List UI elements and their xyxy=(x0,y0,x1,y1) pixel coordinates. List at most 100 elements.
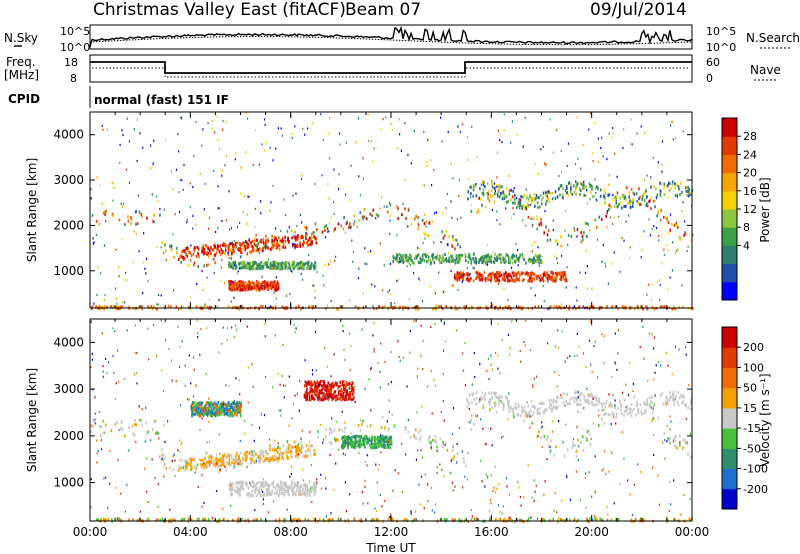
radar-cell xyxy=(456,255,459,259)
radar-cell xyxy=(282,457,285,461)
radar-cell xyxy=(96,305,99,309)
radar-cell xyxy=(651,283,653,286)
radar-cell xyxy=(671,223,673,227)
radar-cell xyxy=(178,190,180,194)
radar-cell xyxy=(643,178,645,182)
radar-cell xyxy=(277,456,279,460)
radar-cell xyxy=(554,279,557,283)
radar-cell xyxy=(688,191,690,195)
radar-cell xyxy=(217,405,219,409)
radar-cell xyxy=(620,408,622,412)
radar-cell xyxy=(482,278,484,282)
radar-cell xyxy=(262,493,264,497)
radar-cell xyxy=(156,307,158,311)
radar-cell xyxy=(574,163,577,166)
radar-cell xyxy=(526,271,528,275)
colorbar-swatch xyxy=(722,118,737,137)
radar-cell xyxy=(405,518,408,522)
radar-cell xyxy=(244,244,247,248)
radar-cell xyxy=(607,282,609,285)
radar-cell xyxy=(323,396,325,400)
radar-cell xyxy=(214,457,217,461)
radar-cell xyxy=(186,462,188,465)
radar-cell xyxy=(244,248,246,252)
radar-cell xyxy=(308,381,310,385)
radar-cell xyxy=(594,186,597,190)
radar-cell xyxy=(240,461,243,465)
radar-cell xyxy=(662,402,665,406)
radar-cell xyxy=(300,266,303,269)
radar-cell xyxy=(250,244,253,248)
radar-cell xyxy=(159,213,161,217)
radar-cell xyxy=(330,216,332,219)
radar-cell xyxy=(542,279,545,283)
radar-cell xyxy=(533,256,535,260)
radar-cell xyxy=(397,147,399,150)
radar-cell xyxy=(269,209,271,212)
radar-cell xyxy=(586,518,589,521)
radar-cell xyxy=(256,494,258,498)
radar-cell xyxy=(306,454,309,458)
radar-cell xyxy=(329,387,331,391)
radar-cell xyxy=(128,426,130,430)
radar-cell xyxy=(217,185,219,188)
radar-cell xyxy=(260,200,262,203)
radar-cell xyxy=(240,304,243,308)
radar-cell xyxy=(334,383,336,387)
radar-cell xyxy=(639,517,642,521)
radar-cell xyxy=(421,218,424,222)
radar-cell xyxy=(531,250,533,253)
radar-cell xyxy=(257,280,259,284)
radar-cell xyxy=(657,416,660,420)
radar-cell xyxy=(275,457,278,461)
radar-cell xyxy=(657,211,659,215)
radar-cell xyxy=(201,250,204,254)
radar-cell xyxy=(517,264,519,267)
radar-cell xyxy=(262,454,265,458)
radar-cell xyxy=(310,394,313,398)
radar-cell xyxy=(189,258,192,262)
radar-cell xyxy=(232,287,234,291)
radar-cell xyxy=(493,200,495,204)
radar-cell xyxy=(630,187,633,191)
radar-cell xyxy=(305,236,307,240)
radar-cell xyxy=(238,457,240,461)
radar-cell xyxy=(454,276,456,279)
radar-cell xyxy=(308,242,310,246)
radar-cell xyxy=(656,214,658,218)
radar-cell xyxy=(545,194,547,197)
radar-cell xyxy=(477,271,479,275)
radar-cell xyxy=(555,239,558,243)
radar-cell xyxy=(404,426,407,430)
colorbar-tick-label: 20 xyxy=(743,167,757,180)
radar-cell xyxy=(289,293,291,296)
radar-cell xyxy=(646,307,649,311)
radar-cell xyxy=(498,399,500,403)
radar-cell xyxy=(490,257,492,261)
radar-cell xyxy=(649,234,651,237)
radar-cell xyxy=(297,262,300,266)
radar-cell xyxy=(397,217,400,220)
radar-cell xyxy=(536,435,539,438)
radar-cell xyxy=(306,494,309,497)
radar-cell xyxy=(143,261,145,264)
radar-cell xyxy=(334,390,337,393)
radar-cell xyxy=(266,261,269,265)
radar-cell xyxy=(488,273,491,276)
radar-cell xyxy=(581,392,583,396)
radar-cell xyxy=(175,168,178,171)
radar-cell xyxy=(491,180,493,183)
radar-cell xyxy=(494,401,497,405)
radar-cell xyxy=(188,251,190,255)
radar-cell xyxy=(349,436,351,440)
radar-cell xyxy=(471,413,473,417)
radar-cell xyxy=(462,123,464,126)
radar-cell xyxy=(327,395,330,398)
radar-cell xyxy=(429,258,432,262)
radar-cell xyxy=(307,488,310,492)
radar-cell xyxy=(271,286,273,290)
radar-cell xyxy=(653,185,655,189)
radar-cell xyxy=(614,406,616,410)
radar-cell xyxy=(260,449,262,453)
radar-cell xyxy=(277,446,279,450)
